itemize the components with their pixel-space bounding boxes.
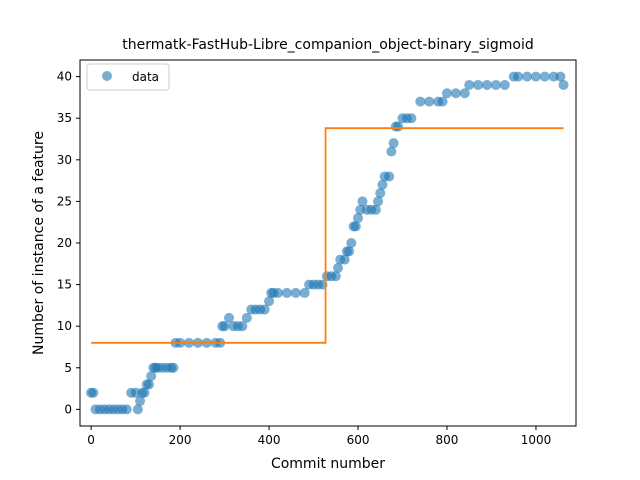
data-point xyxy=(464,79,475,90)
x-tick-label: 400 xyxy=(258,433,281,447)
data-point xyxy=(388,138,399,149)
data-point xyxy=(473,79,484,90)
data-point xyxy=(370,204,381,215)
axes: 0 200 400 600 800 1000 0 5 10 15 20 25 30 35 40 xyxy=(57,59,577,447)
data-point xyxy=(406,113,417,124)
data-point xyxy=(259,304,270,315)
data-point xyxy=(121,404,132,415)
data-point xyxy=(415,96,426,107)
data-point xyxy=(357,196,368,207)
data-point xyxy=(168,362,179,373)
data-point xyxy=(353,213,364,224)
data-point xyxy=(272,287,283,298)
y-axis-label: Number of instance of a feature xyxy=(31,131,47,355)
x-tick-label: 1000 xyxy=(521,433,552,447)
y-tick-label: 20 xyxy=(57,236,72,250)
legend-marker-data xyxy=(102,71,112,81)
data-point xyxy=(555,71,566,82)
y-tick-label: 25 xyxy=(57,194,72,208)
y-tick-label: 40 xyxy=(57,70,72,84)
data-point xyxy=(344,246,355,257)
legend: data xyxy=(86,63,170,91)
data-point xyxy=(330,271,341,282)
data-point xyxy=(375,188,386,199)
data-point xyxy=(146,371,157,382)
data-point xyxy=(132,404,143,415)
data-point xyxy=(558,79,569,90)
data-point xyxy=(522,71,533,82)
data-point xyxy=(290,287,301,298)
data-point xyxy=(424,96,435,107)
data-point xyxy=(135,396,146,407)
data-point xyxy=(143,379,154,390)
data-point xyxy=(384,171,395,182)
data-point xyxy=(373,196,384,207)
data-point xyxy=(241,312,252,323)
x-tick-label: 800 xyxy=(436,433,459,447)
data-point xyxy=(459,88,470,99)
data-point xyxy=(333,262,344,273)
y-tick-label: 0 xyxy=(64,402,72,416)
plot-area xyxy=(86,71,569,415)
x-tick-label: 200 xyxy=(169,433,192,447)
y-tick-label: 30 xyxy=(57,153,72,167)
data-point xyxy=(539,71,550,82)
y-tick-label: 10 xyxy=(57,319,72,333)
data-point xyxy=(499,79,510,90)
data-point xyxy=(437,96,448,107)
data-point xyxy=(386,146,397,157)
data-point xyxy=(490,79,501,90)
data-point xyxy=(224,312,235,323)
data-point xyxy=(299,287,310,298)
data-point xyxy=(442,88,452,99)
data-point xyxy=(219,321,230,332)
x-tick-label: 600 xyxy=(347,433,370,447)
y-tick-label: 5 xyxy=(64,361,72,375)
data-point xyxy=(346,238,357,248)
data-point xyxy=(377,179,388,190)
legend-box xyxy=(86,63,170,91)
y-tick-label: 35 xyxy=(57,111,72,125)
y-tick-label: 15 xyxy=(57,278,72,292)
x-axis-label: Commit number xyxy=(271,456,385,472)
fit-line xyxy=(91,127,564,344)
x-tick-label: 0 xyxy=(87,433,95,447)
data-point xyxy=(139,387,150,398)
data-point xyxy=(513,71,524,82)
data-point xyxy=(88,387,99,398)
data-point xyxy=(450,88,461,99)
data-point xyxy=(482,79,493,90)
legend-label-data: data xyxy=(132,70,159,84)
chart-title: thermatk-FastHub-Libre_companion_object-… xyxy=(122,37,534,53)
data-point xyxy=(339,254,350,265)
data-point xyxy=(264,296,275,307)
data-point xyxy=(237,321,248,332)
data-point xyxy=(350,221,361,232)
data-point xyxy=(281,287,292,298)
data-point xyxy=(530,71,541,82)
